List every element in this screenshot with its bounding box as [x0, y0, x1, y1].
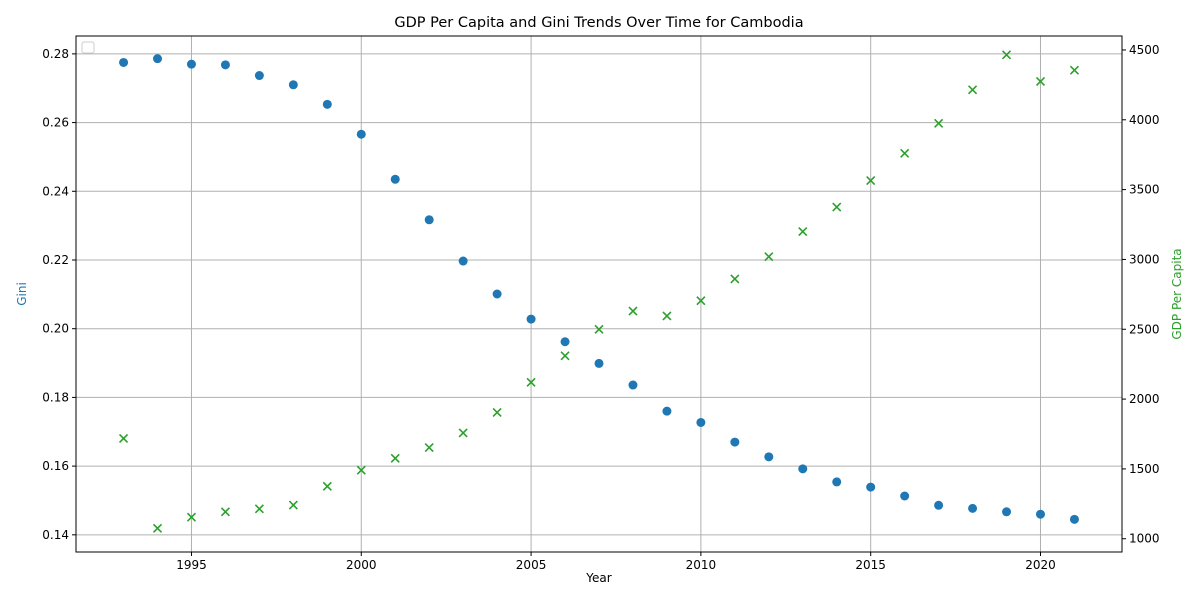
gini-point — [628, 380, 638, 390]
x-tick-label: 1995 — [176, 558, 207, 572]
gini-point — [356, 129, 366, 139]
y-tick-label-left: 0.18 — [42, 390, 69, 404]
gini-point — [288, 80, 298, 90]
gdp-point — [594, 324, 604, 334]
gdp-point — [730, 274, 740, 284]
y-tick-label-left: 0.28 — [42, 47, 69, 61]
gdp-point — [322, 481, 332, 491]
gdp-point — [1035, 76, 1046, 86]
y-tick-label-left: 0.20 — [42, 322, 69, 336]
gini-point — [492, 289, 502, 299]
gdp-point — [628, 306, 638, 316]
gini-point — [220, 60, 230, 70]
y-tick-label-right: 1000 — [1129, 532, 1160, 546]
gini-point — [594, 358, 604, 368]
gini-point — [730, 437, 740, 447]
x-tick-label: 2000 — [346, 558, 377, 572]
y-tick-label-right: 3000 — [1129, 252, 1160, 266]
gini-point — [866, 482, 876, 492]
gdp-point — [526, 377, 536, 387]
gini-point — [798, 464, 808, 474]
gdp-point — [152, 523, 163, 533]
gini-point — [1069, 514, 1079, 524]
gdp-point — [390, 453, 400, 463]
gdp-point — [900, 148, 910, 158]
gini-point — [153, 54, 163, 64]
y-tick-label-right: 1500 — [1129, 462, 1160, 476]
gini-point — [526, 314, 536, 324]
x-axis-label: Year — [585, 571, 611, 585]
x-tick-label: 2020 — [1025, 558, 1056, 572]
gini-point — [424, 215, 434, 225]
gini-point — [934, 500, 944, 510]
gdp-point — [220, 507, 230, 517]
x-tick-label: 2015 — [855, 558, 886, 572]
gdp-point — [764, 252, 774, 262]
gdp-point — [356, 465, 366, 475]
plot-area — [75, 35, 1123, 553]
legend — [81, 41, 95, 54]
gridlines — [76, 36, 1122, 552]
x-tick-label: 2005 — [516, 558, 547, 572]
gini-point — [1035, 509, 1045, 519]
gini-point — [560, 337, 570, 347]
gdp-point — [254, 504, 264, 514]
gini-point — [662, 406, 672, 416]
gdp-point — [968, 85, 978, 95]
gini-point — [900, 491, 910, 501]
y-tick-label-right: 3500 — [1129, 183, 1160, 197]
gdp-point — [1069, 65, 1080, 75]
gdp-point — [458, 428, 468, 438]
gdp-point — [662, 311, 672, 321]
gdp-point — [798, 226, 808, 237]
gini-point — [390, 174, 400, 184]
gdp-point — [186, 512, 197, 522]
y-tick-label-right: 4500 — [1129, 43, 1160, 57]
gini-point — [458, 256, 468, 266]
chart-title: GDP Per Capita and Gini Trends Over Time… — [394, 15, 803, 31]
gdp-point — [560, 351, 570, 361]
y-axis-label-left: Gini — [15, 282, 29, 306]
gdp-point — [288, 500, 298, 510]
gdp-point — [492, 407, 502, 418]
y-tick-label-left: 0.24 — [42, 184, 69, 198]
y-tick-label-left: 0.14 — [42, 528, 69, 542]
gdp-point — [1001, 50, 1012, 60]
y-tick-label-right: 2500 — [1129, 322, 1160, 336]
gini-point — [322, 99, 332, 109]
y-axis-label-right: GDP Per Capita — [1170, 248, 1184, 339]
data-marks — [118, 50, 1080, 533]
gdp-point — [934, 118, 944, 128]
axis-ticks: 1995 2000 2005 2010 2015 2020 0.14 0.16 0.18 0.20… — [42, 43, 1159, 572]
gdp-point — [118, 433, 129, 444]
gini-point — [119, 57, 129, 67]
gini-point — [764, 452, 774, 462]
y-tick-label-right: 4000 — [1129, 113, 1160, 127]
gdp-point — [832, 202, 842, 212]
y-tick-label-left: 0.16 — [42, 459, 69, 473]
gini-point — [968, 503, 978, 513]
y-tick-label-right: 2000 — [1129, 392, 1160, 406]
gdp-point — [866, 175, 876, 186]
gdp-point — [424, 442, 434, 453]
gini-point — [254, 71, 264, 81]
gini-point — [1002, 507, 1012, 517]
gini-point — [186, 59, 196, 69]
x-tick-label: 2010 — [686, 558, 717, 572]
gini-point — [832, 477, 842, 487]
y-tick-label-left: 0.26 — [42, 116, 69, 130]
gini-point — [696, 417, 706, 427]
y-tick-label-left: 0.22 — [42, 253, 69, 267]
gdp-point — [696, 296, 706, 306]
